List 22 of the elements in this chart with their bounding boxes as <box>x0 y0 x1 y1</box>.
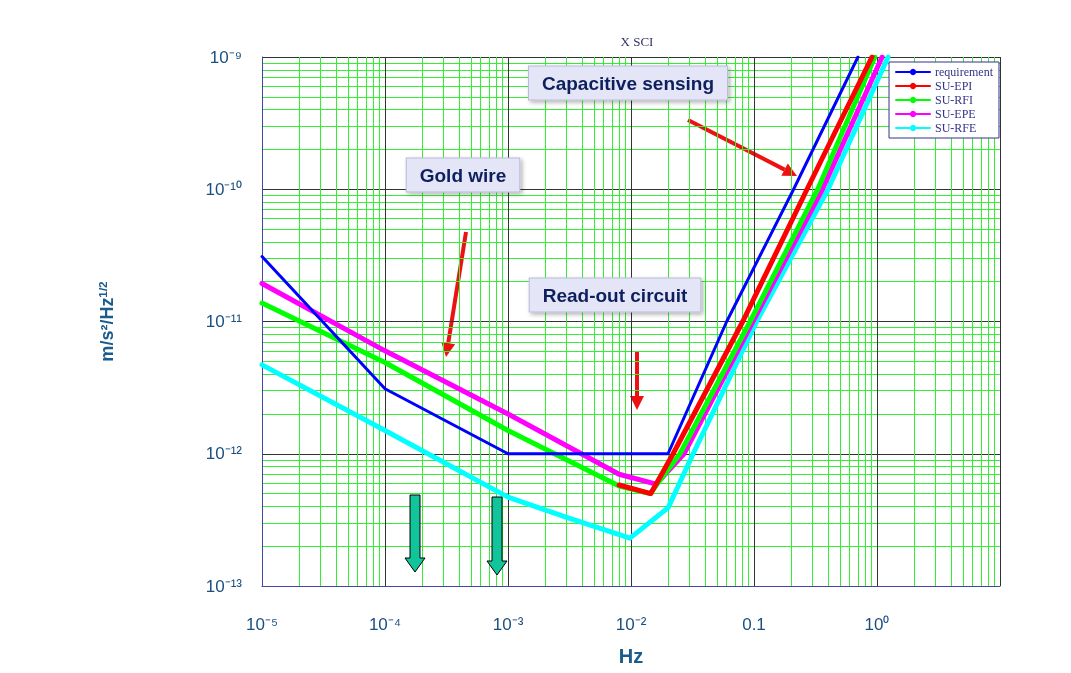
y-tick-label: 10⁻¹² <box>205 444 243 464</box>
legend-label: SU-EPI <box>935 79 973 93</box>
y-tick-label: 10⁻¹¹ <box>205 312 243 331</box>
x-tick-label: 0.1 <box>742 615 766 634</box>
legend-label: SU-EPE <box>935 107 976 121</box>
y-axis-title: m/s²/Hz1/2 <box>95 280 117 362</box>
x-tick-label: 10⁻⁴ <box>368 615 402 634</box>
y-tick-label: 10⁻¹³ <box>205 576 243 596</box>
x-tick-label: 10⁻⁵ <box>246 615 278 634</box>
x-tick-label: 10⁻² <box>615 615 647 634</box>
annotation: Gold wire <box>419 164 507 186</box>
legend-label: SU-RFI <box>935 93 974 107</box>
annotation: Capacitive sensing <box>541 72 715 94</box>
x-tick-label: 10⁰ <box>864 615 890 634</box>
legend-label: SU-RFE <box>935 121 977 135</box>
y-tick-label: 10⁻¹⁰ <box>205 179 242 199</box>
x-tick-label: 10⁻³ <box>492 615 524 634</box>
chart-title: X SCI <box>620 34 654 49</box>
annotation: Read-out circuit <box>542 284 688 306</box>
x-axis-title: Hz <box>618 645 644 667</box>
y-tick-label: 10⁻⁹ <box>209 47 242 67</box>
legend-label: requirement <box>935 65 994 79</box>
